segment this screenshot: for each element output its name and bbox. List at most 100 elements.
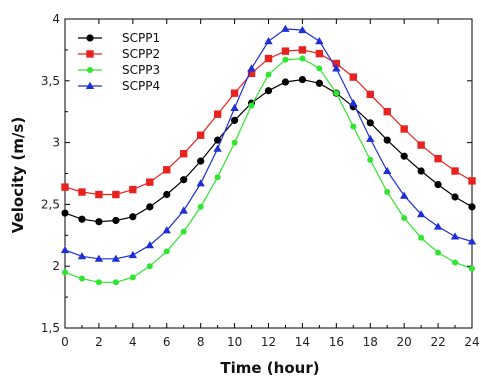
data-point [78, 188, 86, 196]
data-point [163, 166, 171, 174]
data-point [452, 259, 459, 266]
data-point [248, 102, 255, 109]
data-point [95, 190, 103, 199]
data-point [298, 46, 307, 54]
data-point [129, 213, 137, 221]
y-tick-label: 3 [52, 136, 60, 150]
y-tick-label: 1,5 [41, 321, 60, 335]
data-point [315, 49, 324, 58]
data-point [349, 98, 358, 107]
data-point [416, 210, 426, 218]
data-point [400, 152, 408, 160]
legend-label-scpp4: SCPP4 [122, 79, 160, 93]
data-point [434, 154, 442, 163]
data-point [197, 203, 204, 210]
x-tick-label: 8 [197, 335, 205, 349]
x-tick-label: 4 [129, 335, 137, 349]
data-point [299, 55, 306, 62]
data-point [383, 136, 391, 144]
legend-label-scpp3: SCPP3 [122, 63, 160, 77]
legend-marker-triangle-icon [85, 81, 95, 89]
data-point [180, 176, 188, 184]
legend-marker-circle-icon [87, 67, 93, 73]
series-scpp3 [62, 55, 475, 286]
data-point [418, 234, 425, 241]
data-point [264, 54, 273, 63]
x-tick-label: 22 [430, 335, 445, 349]
data-point [417, 167, 425, 175]
series-layer [60, 24, 477, 286]
data-point [468, 203, 476, 211]
legend-label-scpp1: SCPP1 [122, 31, 160, 45]
data-point [145, 240, 154, 249]
data-point [315, 79, 323, 87]
data-point [112, 190, 120, 199]
legend: SCPP1 SCPP2 SCPP3 SCPP4 [69, 26, 176, 100]
data-point [111, 254, 121, 262]
data-point [162, 226, 171, 234]
data-point [146, 178, 154, 186]
x-tick-label: 24 [464, 335, 479, 349]
legend-marker-circle-icon [86, 34, 94, 42]
data-point [417, 141, 425, 149]
data-point [366, 134, 375, 142]
x-tick-label: 10 [227, 335, 242, 349]
y-tick-label: 4 [52, 12, 60, 26]
data-point [315, 37, 324, 45]
data-point [451, 193, 459, 201]
data-point [333, 90, 340, 97]
data-point [467, 237, 477, 245]
x-tick-label: 6 [163, 335, 171, 349]
data-point [129, 185, 137, 194]
data-point [78, 215, 86, 223]
data-point [196, 179, 205, 187]
data-point [129, 274, 136, 281]
data-point [401, 214, 408, 221]
data-point [298, 75, 307, 84]
data-point [349, 73, 357, 81]
data-point [350, 123, 357, 130]
y-tick-label: 3,5 [41, 74, 60, 88]
data-point [62, 269, 68, 276]
data-point [197, 157, 205, 165]
x-tick-label: 18 [363, 335, 378, 349]
data-point [196, 131, 205, 139]
data-point [367, 156, 374, 163]
data-point [434, 181, 442, 189]
data-point [77, 252, 87, 260]
data-point [468, 177, 476, 185]
y-tick-label: 2,5 [41, 197, 60, 211]
x-tick-label: 16 [329, 335, 344, 349]
data-point [214, 174, 221, 181]
data-point [146, 263, 153, 270]
data-point [94, 254, 104, 262]
x-axis-title: Time (hour) [220, 359, 319, 377]
data-point [332, 59, 341, 68]
data-point [264, 37, 273, 45]
y-tick-label: 2 [52, 259, 60, 273]
x-axis: 0 2 4 6 8 10 12 14 16 18 20 22 24 [61, 19, 480, 349]
data-point [163, 248, 170, 255]
data-point [213, 110, 222, 118]
series-scpp1 [61, 75, 476, 226]
x-tick-label: 2 [95, 335, 103, 349]
data-point [281, 24, 290, 32]
data-point [179, 206, 188, 214]
legend-item-1: SCPP1 [78, 31, 160, 45]
data-point [180, 150, 188, 158]
data-point [128, 250, 138, 259]
data-point [60, 245, 70, 254]
data-point [247, 69, 256, 78]
series-scpp4 [60, 24, 477, 262]
data-point [247, 64, 256, 72]
y-axis-title: Velocity (m/s) [9, 117, 27, 233]
data-point [298, 25, 307, 34]
legend-item-4: SCPP4 [78, 79, 160, 93]
data-point [231, 139, 238, 146]
data-point [282, 56, 289, 63]
data-point [281, 78, 290, 86]
data-point [332, 64, 341, 72]
legend-item-3: SCPP3 [78, 63, 160, 77]
data-point [214, 136, 222, 144]
data-point [433, 222, 443, 230]
